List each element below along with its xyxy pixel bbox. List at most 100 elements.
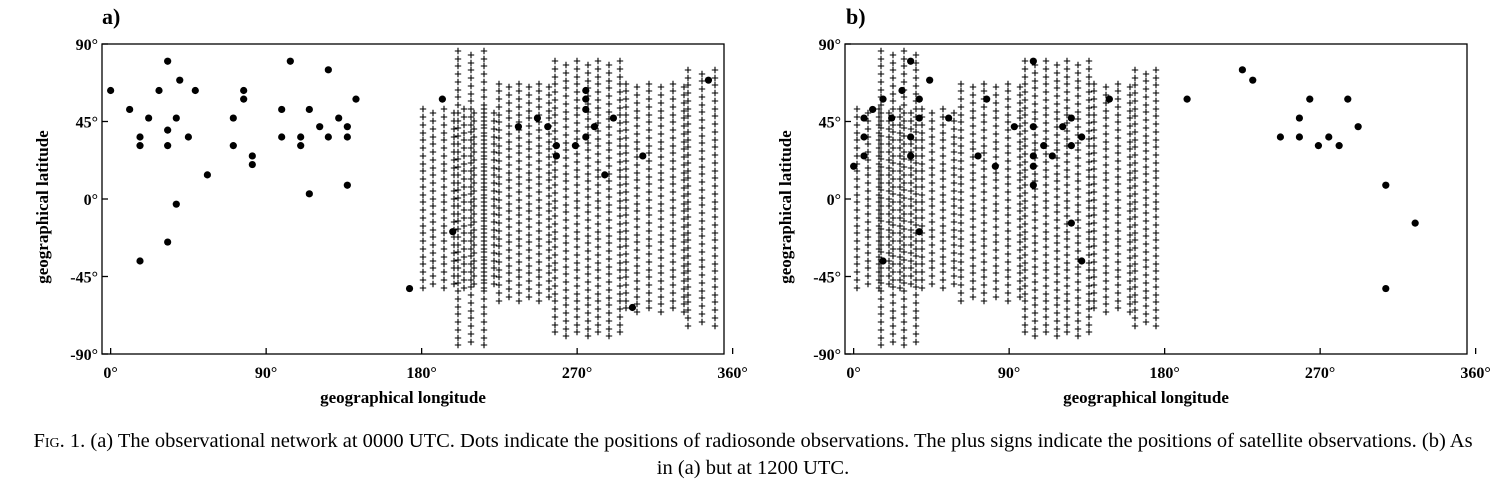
satellite-point	[1053, 278, 1061, 286]
satellite-point	[633, 285, 641, 293]
satellite-point	[1102, 207, 1110, 215]
radiosonde-point	[324, 66, 332, 74]
satellite-point	[480, 86, 488, 94]
satellite-point	[454, 272, 462, 280]
satellite-point	[1142, 232, 1150, 240]
satellite-point	[460, 136, 468, 144]
satellite-point	[928, 187, 936, 195]
satellite-point	[1004, 250, 1012, 258]
satellite-point	[950, 109, 958, 117]
satellite-point	[495, 242, 503, 250]
satellite-point	[429, 125, 437, 133]
satellite-point	[573, 220, 581, 228]
satellite-point	[1004, 80, 1012, 88]
satellite-point	[1016, 285, 1024, 293]
satellite-point	[633, 269, 641, 277]
satellite-point	[440, 253, 448, 261]
satellite-point	[885, 272, 893, 280]
satellite-point	[1102, 169, 1110, 177]
satellite-point	[584, 325, 592, 333]
satellite-point	[440, 129, 448, 137]
satellite-point	[480, 202, 488, 210]
satellite-point	[454, 326, 462, 334]
satellite-point	[616, 65, 624, 73]
radiosonde-point	[203, 171, 211, 179]
satellite-point	[950, 179, 958, 187]
satellite-point	[875, 229, 883, 237]
satellite-point	[877, 171, 885, 179]
satellite-point	[562, 201, 570, 209]
satellite-point	[1114, 242, 1122, 250]
satellite-point	[594, 290, 602, 298]
satellite-point	[1131, 190, 1139, 198]
satellite-point	[657, 231, 665, 239]
satellite-point	[545, 200, 553, 208]
satellite-point	[454, 241, 462, 249]
satellite-point	[657, 192, 665, 200]
satellite-point	[1074, 208, 1082, 216]
satellite-point	[992, 277, 1000, 285]
satellite-point	[605, 309, 613, 317]
satellite-point	[1016, 262, 1024, 270]
radiosonde-point	[1276, 133, 1284, 141]
satellite-point	[467, 198, 475, 206]
satellite-point	[450, 187, 458, 195]
satellite-point	[875, 113, 883, 121]
satellite-point	[1131, 213, 1139, 221]
satellite-point	[889, 175, 897, 183]
satellite-point	[1063, 313, 1071, 321]
satellite-point	[912, 74, 920, 82]
satellite-point	[573, 282, 581, 290]
satellite-point	[545, 285, 553, 293]
satellite-point	[584, 255, 592, 263]
satellite-point	[1042, 328, 1050, 336]
satellite-point	[864, 264, 872, 272]
satellite-point	[551, 88, 559, 96]
satellite-point	[605, 239, 613, 247]
satellite-point	[440, 136, 448, 144]
satellite-point	[1042, 80, 1050, 88]
satellite-point	[1114, 134, 1122, 142]
satellite-point	[864, 233, 872, 241]
satellite-point	[490, 264, 498, 272]
satellite-point	[950, 233, 958, 241]
satellite-point	[470, 125, 478, 133]
radiosonde-point	[126, 105, 134, 114]
satellite-point	[1074, 239, 1082, 247]
satellite-point	[980, 266, 988, 274]
satellite-point	[495, 126, 503, 134]
satellite-point	[562, 193, 570, 201]
satellite-point	[928, 195, 936, 203]
satellite-point	[429, 233, 437, 241]
satellite-point	[495, 281, 503, 289]
satellite-point	[1142, 287, 1150, 295]
satellite-point	[480, 264, 488, 272]
satellite-point	[969, 130, 977, 138]
satellite-point	[470, 202, 478, 210]
satellite-point	[645, 103, 653, 111]
satellite-point	[969, 122, 977, 130]
satellite-point	[505, 176, 513, 184]
satellite-point	[480, 217, 488, 225]
satellite-point	[1131, 298, 1139, 306]
satellite-point	[551, 282, 559, 290]
satellite-point	[853, 229, 861, 237]
satellite-point	[515, 157, 523, 165]
satellite-point	[450, 257, 458, 265]
satellite-points	[853, 47, 1160, 349]
satellite-point	[698, 194, 706, 202]
satellite-point	[562, 332, 570, 340]
radiosonde-point	[297, 142, 305, 150]
satellite-point	[1085, 243, 1093, 251]
satellite-point	[573, 73, 581, 81]
satellite-point	[1074, 146, 1082, 154]
satellite-point	[454, 155, 462, 163]
satellite-point	[490, 148, 498, 156]
satellite-point	[584, 216, 592, 224]
satellite-point	[853, 144, 861, 152]
satellite-point	[1053, 69, 1061, 77]
satellite-point	[515, 204, 523, 212]
satellite-point	[1053, 185, 1061, 193]
radiosonde-point	[335, 114, 343, 122]
satellite-point	[454, 109, 462, 117]
